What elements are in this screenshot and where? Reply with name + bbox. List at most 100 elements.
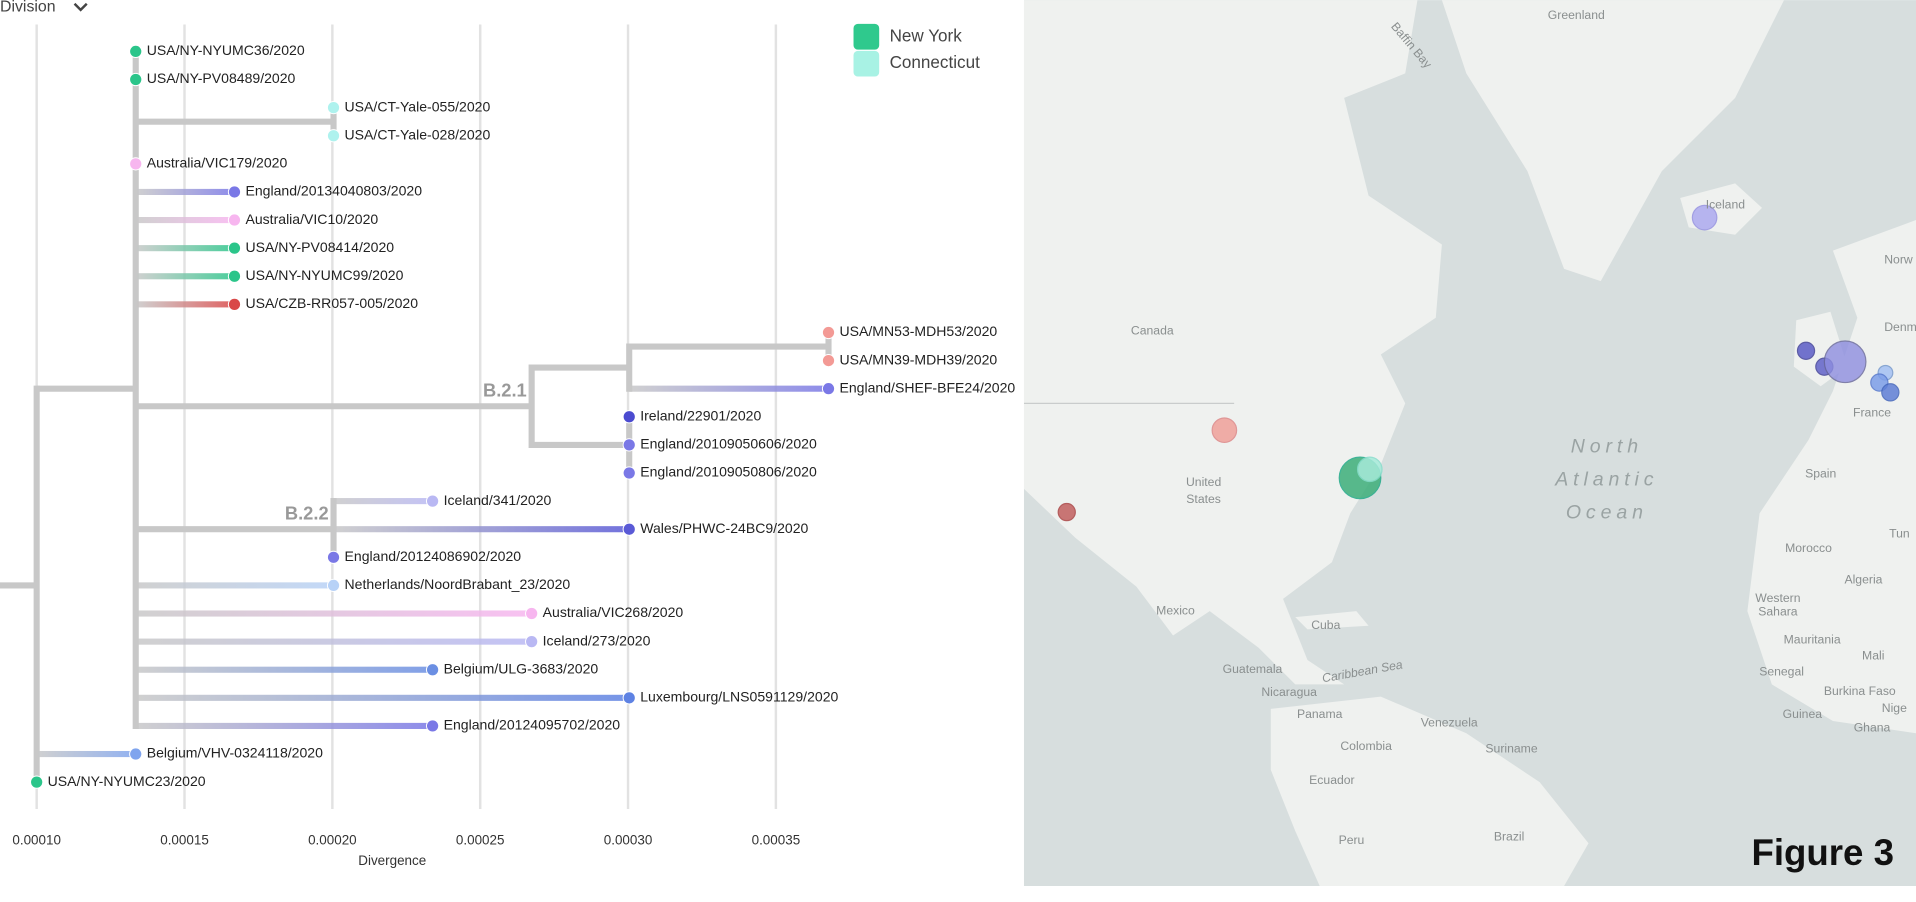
map-label: Peru [1339, 833, 1365, 847]
map-bubble[interactable] [1881, 383, 1900, 402]
tip-label: England/20134040803/2020 [245, 183, 422, 199]
branch [333, 498, 433, 505]
x-tick-label: 0.00020 [308, 832, 357, 847]
map-label: Denm [1884, 320, 1916, 334]
x-tick-label: 0.00015 [160, 832, 209, 847]
tip-label: Netherlands/NoordBrabant_23/2020 [345, 576, 571, 592]
tip[interactable] [622, 410, 636, 424]
tip[interactable] [525, 635, 539, 649]
map-label: Nicaragua [1261, 685, 1317, 699]
map-bubble[interactable] [1796, 341, 1816, 360]
map-label: Greenland [1548, 8, 1605, 22]
tip[interactable] [227, 241, 242, 255]
map-bubble[interactable] [1823, 340, 1867, 384]
tip[interactable] [227, 269, 242, 283]
land [1747, 220, 1916, 734]
tip[interactable] [129, 157, 143, 171]
branch [333, 526, 630, 533]
map-bubble[interactable] [1211, 417, 1238, 444]
legend: New York Connecticut [853, 23, 981, 77]
tip-label: Australia/VIC268/2020 [543, 604, 684, 620]
tip[interactable] [622, 438, 636, 452]
tip[interactable] [129, 72, 143, 87]
tip[interactable] [425, 663, 440, 677]
map-label: North [1571, 436, 1643, 458]
map-label: Colombia [1340, 739, 1392, 753]
dropdown-chevron[interactable] [73, 2, 88, 12]
tip[interactable] [425, 494, 440, 508]
map-label: Suriname [1485, 741, 1537, 755]
tip[interactable] [821, 353, 836, 368]
legend-label[interactable]: New York [890, 26, 963, 45]
map-label: Cuba [1311, 618, 1340, 632]
map-bubble[interactable] [1691, 204, 1718, 231]
map-label: Norw [1884, 253, 1913, 267]
land [1295, 611, 1369, 630]
tip-label: Wales/PHWC-24BC9/2020 [640, 520, 808, 536]
tree: USA/NY-NYUMC36/2020 USA/NY-PV08489/2020 US… [0, 42, 1015, 789]
tip[interactable] [227, 297, 242, 311]
branch [135, 722, 433, 729]
dropdown[interactable]: Division [0, 0, 88, 16]
clade-label: B.2.2 [285, 502, 329, 523]
tip[interactable] [30, 775, 44, 789]
map-label: Sahara [1758, 605, 1798, 619]
map-label: Brazil [1494, 829, 1525, 843]
tip[interactable] [326, 101, 341, 115]
map-label: Venezuela [1421, 716, 1478, 730]
tip-label: Luxembourg/LNS0591129/2020 [640, 689, 838, 705]
legend-swatch[interactable] [853, 50, 880, 77]
tip[interactable] [227, 185, 242, 199]
tip-label: USA/NY-PV08489/2020 [147, 70, 296, 86]
tip-label: USA/CT-Yale-028/2020 [345, 126, 491, 142]
tip[interactable] [821, 325, 836, 340]
branch [135, 638, 532, 645]
map-label: Iceland [1706, 198, 1745, 212]
map-label: Canada [1131, 323, 1174, 337]
tip[interactable] [227, 213, 242, 227]
map-label: Tun [1889, 526, 1910, 540]
map-label: Guinea [1783, 707, 1823, 721]
map-label: Ocean [1566, 501, 1648, 523]
tip[interactable] [425, 719, 440, 733]
branch [135, 188, 235, 196]
map-label: Mali [1862, 649, 1884, 663]
legend-label[interactable]: Connecticut [890, 53, 981, 72]
tip[interactable] [622, 466, 636, 480]
map-bubble[interactable] [1057, 502, 1076, 522]
map-label: Burkina Faso [1824, 684, 1896, 698]
map-bubble[interactable] [1356, 456, 1383, 483]
tip[interactable] [622, 522, 636, 536]
map-label: Ecuador [1309, 773, 1354, 787]
land [1441, 0, 1785, 282]
x-tick-label: 0.00010 [12, 832, 61, 847]
tip-label: USA/CT-Yale-055/2020 [345, 98, 491, 114]
tip-label: USA/NY-PV08414/2020 [245, 239, 394, 255]
map-label: Morocco [1785, 541, 1832, 555]
tip-label: England/20109050806/2020 [640, 464, 817, 480]
tip[interactable] [326, 129, 341, 143]
tip-label: Australia/VIC10/2020 [245, 211, 378, 227]
map-label: States [1186, 492, 1221, 506]
x-tick-label: 0.00025 [456, 832, 505, 847]
map-label: Mexico [1156, 603, 1195, 617]
tip[interactable] [821, 382, 836, 396]
tip[interactable] [326, 578, 341, 593]
dropdown-label[interactable]: Division [0, 0, 56, 16]
tip[interactable] [525, 606, 539, 621]
legend-swatch[interactable] [853, 23, 880, 50]
branch [135, 301, 235, 308]
branch [135, 582, 334, 589]
tip[interactable] [622, 691, 636, 705]
map-label: France [1853, 405, 1891, 419]
tip[interactable] [326, 550, 341, 564]
branch [135, 216, 235, 224]
tip-label: Belgium/VHV-0324118/2020 [147, 745, 323, 761]
tip-label: USA/NY-NYUMC36/2020 [147, 42, 305, 58]
x-axis-label: Divergence [358, 853, 426, 868]
x-tick-label: 0.00035 [752, 832, 801, 847]
branch [135, 273, 235, 280]
tip[interactable] [129, 747, 143, 761]
tip[interactable] [129, 44, 143, 59]
